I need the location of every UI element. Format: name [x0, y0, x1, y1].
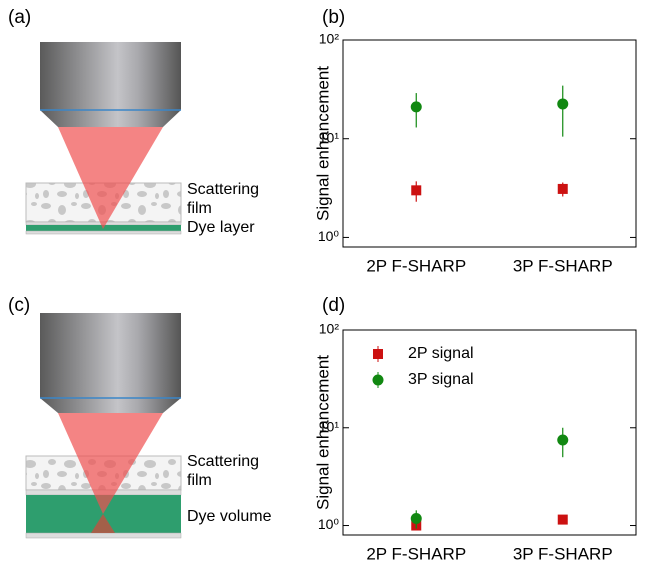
legend-label: 3P signal — [408, 371, 474, 388]
x-tick-label: 2P F-SHARP — [366, 256, 466, 275]
y-tick-label: 10¹ — [319, 129, 340, 145]
x-tick-label: 3P F-SHARP — [513, 256, 613, 275]
marker — [557, 98, 569, 110]
marker — [557, 514, 568, 525]
legend-marker — [372, 374, 384, 386]
scattering-label: Scattering — [187, 181, 259, 198]
dye-label: Dye layer — [187, 219, 255, 236]
scattering-label: film — [187, 200, 212, 217]
scattering-label: Scattering — [187, 453, 259, 470]
y-axis-label: Signal enhancement — [313, 355, 332, 510]
y-tick-label: 10¹ — [319, 418, 340, 434]
y-axis-label: Signal enhancement — [313, 66, 332, 221]
panel-label: (d) — [322, 295, 345, 316]
marker — [557, 183, 568, 194]
diagram-a: Scattering film Dye layer — [25, 42, 259, 236]
y-tick-label: 10² — [319, 321, 340, 337]
legend-marker — [373, 349, 383, 359]
dye-label: Dye volume — [187, 508, 272, 525]
panel-label: (b) — [322, 7, 345, 28]
panel-label: (a) — [8, 7, 31, 28]
marker — [557, 434, 569, 446]
y-tick-label: 10² — [319, 31, 340, 47]
legend-label: 2P signal — [408, 345, 474, 362]
plot-frame — [342, 329, 637, 536]
plot-frame — [342, 39, 637, 248]
y-tick-label: 10⁰ — [318, 516, 340, 532]
marker — [411, 185, 422, 196]
diagram-c: Scattering film Dye volume — [25, 313, 272, 539]
x-tick-label: 2P F-SHARP — [366, 544, 466, 563]
x-tick-label: 3P F-SHARP — [513, 544, 613, 563]
marker — [410, 101, 422, 113]
marker — [410, 512, 422, 524]
y-tick-label: 10⁰ — [318, 228, 340, 244]
scattering-label: film — [187, 472, 212, 489]
panel-label: (c) — [8, 295, 30, 316]
